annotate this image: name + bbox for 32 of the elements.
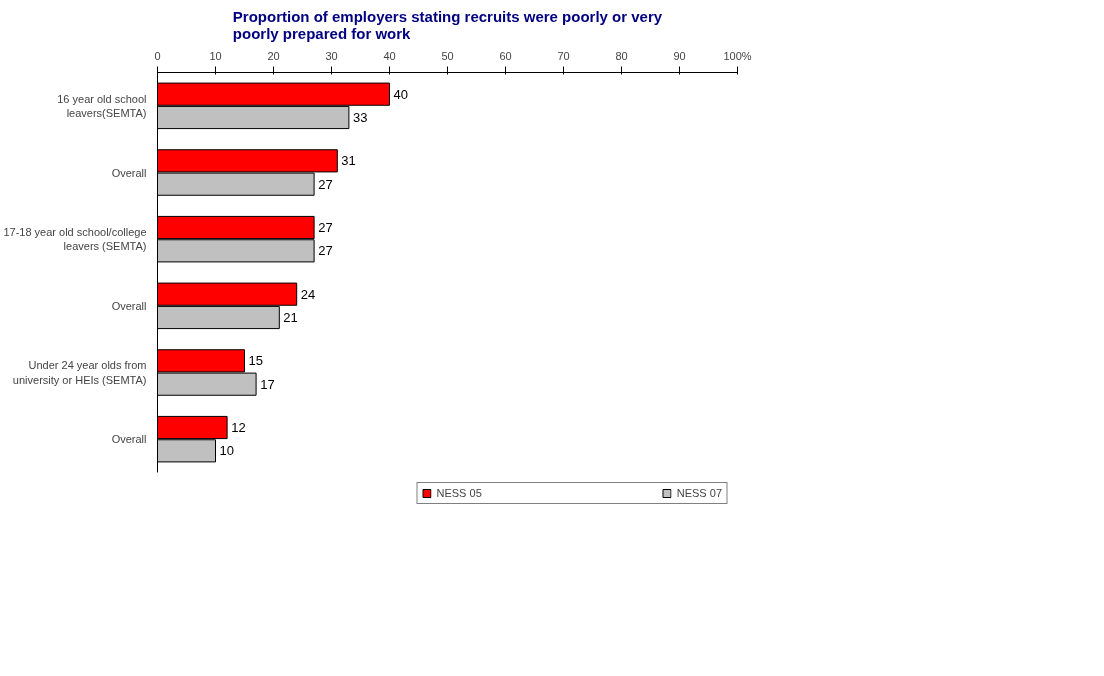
legend-label: NESS 07 bbox=[676, 487, 722, 499]
y-tick-label: Under 24 year olds from university or HEIs (SEMTA) bbox=[12, 359, 147, 386]
y-tick-label: Overall bbox=[111, 166, 147, 179]
y-tick-label: 16 year old school leavers(SEMTA) bbox=[57, 92, 147, 120]
y-tick-label: 17-18 year old school/college leavers (SEMTA) bbox=[3, 225, 147, 253]
data-label: 31 bbox=[341, 153, 356, 169]
y-tick-label: Overall bbox=[111, 299, 147, 312]
x-tick-label: 100% bbox=[723, 49, 752, 62]
x-tick-label: 30 bbox=[325, 49, 338, 62]
data-label: 40 bbox=[393, 86, 409, 102]
x-tick-label: 70 bbox=[557, 49, 570, 62]
chart-title: Proportion of employers stating recruits were poorly or very poorly prepared for work bbox=[232, 7, 663, 42]
x-tick-label: 60 bbox=[499, 49, 512, 62]
data-label: 24 bbox=[300, 286, 316, 302]
data-label: 21 bbox=[283, 310, 298, 325]
data-label: 27 bbox=[318, 220, 333, 235]
data-label: 27 bbox=[318, 176, 333, 192]
x-tick-label: 40 bbox=[383, 49, 396, 62]
y-tick-label: Overall bbox=[111, 433, 147, 446]
x-tick-label: 20 bbox=[267, 49, 280, 62]
data-label: 15 bbox=[248, 353, 264, 369]
x-tick-label: 50 bbox=[441, 49, 454, 62]
data-label: 17 bbox=[260, 376, 275, 392]
x-tick-label: 0 bbox=[154, 49, 161, 62]
x-tick-label: 90 bbox=[673, 49, 686, 62]
x-tick-label: 10 bbox=[209, 49, 222, 62]
data-label: 10 bbox=[219, 443, 235, 459]
legend-label: NESS 05 bbox=[436, 487, 482, 499]
data-label: 27 bbox=[318, 243, 333, 259]
x-tick-label: 80 bbox=[615, 49, 628, 62]
data-label: 33 bbox=[352, 110, 368, 125]
data-label: 12 bbox=[231, 420, 246, 435]
